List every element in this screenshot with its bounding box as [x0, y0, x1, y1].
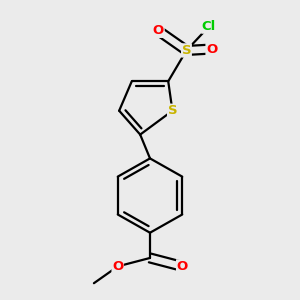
Text: S: S — [168, 104, 177, 117]
Text: O: O — [177, 260, 188, 273]
Text: O: O — [153, 24, 164, 37]
Text: Cl: Cl — [202, 20, 216, 33]
Text: O: O — [206, 43, 217, 56]
Text: O: O — [112, 260, 123, 273]
Text: S: S — [182, 44, 191, 57]
